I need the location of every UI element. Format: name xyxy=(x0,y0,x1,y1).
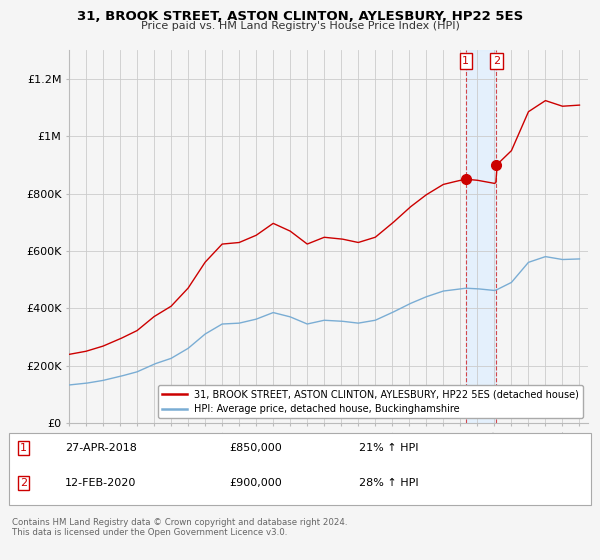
Text: 2: 2 xyxy=(493,56,500,66)
Text: Price paid vs. HM Land Registry's House Price Index (HPI): Price paid vs. HM Land Registry's House … xyxy=(140,21,460,31)
Text: 21% ↑ HPI: 21% ↑ HPI xyxy=(359,443,418,453)
Text: 31, BROOK STREET, ASTON CLINTON, AYLESBURY, HP22 5ES: 31, BROOK STREET, ASTON CLINTON, AYLESBU… xyxy=(77,10,523,22)
Text: £900,000: £900,000 xyxy=(229,478,282,488)
Text: 27-APR-2018: 27-APR-2018 xyxy=(65,443,137,453)
Text: £850,000: £850,000 xyxy=(229,443,282,453)
Text: 1: 1 xyxy=(463,56,469,66)
Text: 2: 2 xyxy=(20,478,27,488)
Bar xyxy=(466,50,496,423)
Text: 28% ↑ HPI: 28% ↑ HPI xyxy=(359,478,418,488)
FancyBboxPatch shape xyxy=(9,433,591,505)
Text: 12-FEB-2020: 12-FEB-2020 xyxy=(65,478,136,488)
Text: Contains HM Land Registry data © Crown copyright and database right 2024.
This d: Contains HM Land Registry data © Crown c… xyxy=(12,518,347,538)
Text: 1: 1 xyxy=(20,443,27,453)
Legend: 31, BROOK STREET, ASTON CLINTON, AYLESBURY, HP22 5ES (detached house), HPI: Aver: 31, BROOK STREET, ASTON CLINTON, AYLESBU… xyxy=(158,385,583,418)
